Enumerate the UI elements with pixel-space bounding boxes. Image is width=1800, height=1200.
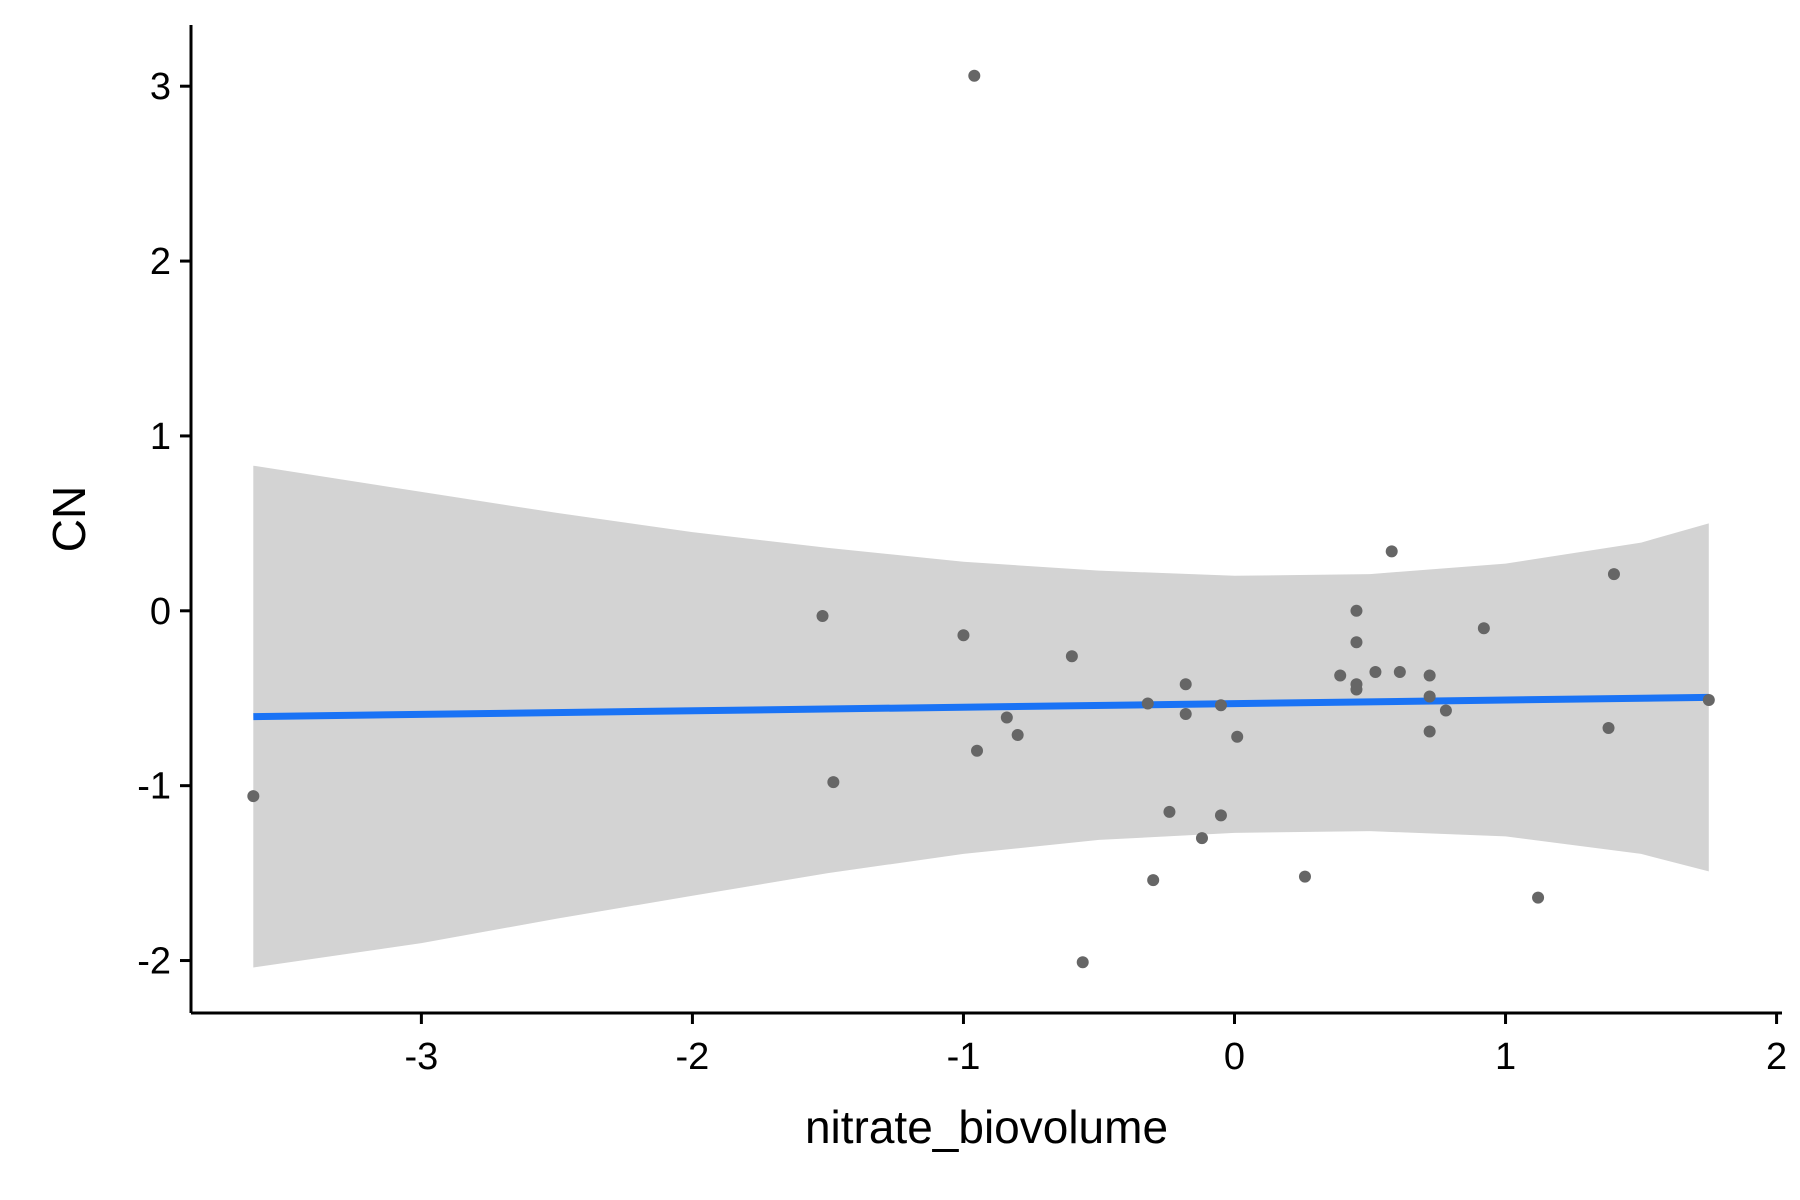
data-point: [971, 744, 984, 757]
x-tick-label: -3: [404, 1036, 438, 1078]
data-point: [1011, 728, 1024, 741]
y-tick-label: 2: [150, 241, 171, 283]
data-point: [1532, 891, 1545, 904]
x-tick-label: 0: [1224, 1036, 1245, 1078]
data-point: [1602, 721, 1615, 734]
data-point: [247, 790, 260, 803]
data-point: [1231, 730, 1244, 743]
data-point: [1477, 622, 1490, 635]
data-points-layer: [247, 69, 1715, 969]
data-point: [1423, 669, 1436, 682]
data-point: [1214, 699, 1227, 712]
data-point: [1163, 805, 1176, 818]
data-point: [1369, 666, 1382, 679]
data-point: [816, 610, 829, 623]
data-point: [1214, 809, 1227, 822]
data-point: [827, 776, 840, 789]
x-tick-label: 2: [1766, 1036, 1787, 1078]
fit-line-layer: [253, 693, 1709, 721]
y-axis-title: CN: [43, 486, 95, 552]
data-point: [1147, 874, 1160, 887]
y-tick-label: 0: [150, 591, 171, 633]
regression-line: [253, 693, 1709, 721]
y-tick-label: -1: [137, 766, 171, 808]
y-tick-label: -2: [137, 941, 171, 983]
axes: -3 -2 -1 0 1 2 -2 -1 0 1 2 3: [137, 25, 1787, 1078]
data-point: [1179, 678, 1192, 691]
y-tick-label: 1: [150, 416, 171, 458]
data-point: [1076, 956, 1089, 969]
confidence-band-layer: [253, 465, 1709, 968]
data-point: [1141, 697, 1154, 710]
data-point: [1385, 545, 1398, 558]
data-point: [1195, 832, 1208, 845]
data-point: [1423, 690, 1436, 703]
data-point: [1179, 707, 1192, 720]
data-point: [1439, 704, 1452, 717]
data-point: [1298, 870, 1311, 883]
confidence-band: [253, 465, 1709, 968]
data-point: [1702, 693, 1715, 706]
data-point: [1334, 669, 1347, 682]
x-tick-label: -2: [676, 1036, 710, 1078]
x-axis-title: nitrate_biovolume: [805, 1101, 1168, 1153]
y-tick-label: 3: [150, 66, 171, 108]
data-point: [1350, 604, 1363, 617]
data-point: [968, 69, 981, 82]
data-point: [1393, 666, 1406, 679]
x-tick-label: -1: [947, 1036, 981, 1078]
data-point: [1423, 725, 1436, 738]
data-point: [1065, 650, 1078, 663]
data-point: [1607, 568, 1620, 581]
data-point: [1350, 636, 1363, 649]
data-point: [957, 629, 970, 642]
x-tick-label: 1: [1495, 1036, 1516, 1078]
data-point: [1000, 711, 1013, 724]
data-point: [1350, 683, 1363, 696]
